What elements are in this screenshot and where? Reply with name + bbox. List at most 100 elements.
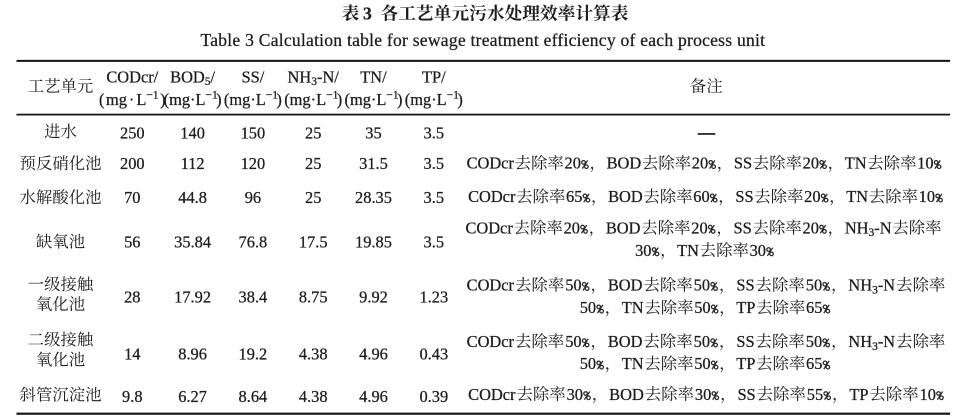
svg-text:50: 50	[694, 354, 710, 373]
svg-text:28: 28	[124, 287, 140, 306]
svg-text:140: 140	[180, 123, 205, 142]
svg-text:17.5: 17.5	[299, 232, 328, 251]
svg-text:L: L	[256, 90, 266, 109]
svg-text:BOD: BOD	[607, 154, 642, 173]
svg-text:TP: TP	[736, 298, 755, 317]
svg-text:L: L	[195, 90, 205, 109]
svg-text:): )	[397, 90, 402, 109]
svg-text:70: 70	[124, 188, 140, 207]
svg-text:55: 55	[807, 385, 823, 404]
svg-text:mg: mg	[106, 90, 127, 109]
svg-text:30: 30	[635, 241, 651, 260]
svg-text:TN: TN	[622, 354, 644, 373]
svg-text:150: 150	[241, 123, 266, 142]
svg-text:CODcr: CODcr	[467, 154, 515, 173]
svg-text:BOD: BOD	[170, 67, 205, 86]
svg-text:TN/: TN/	[360, 67, 387, 86]
svg-text:SS: SS	[735, 187, 753, 206]
svg-text:20: 20	[565, 154, 581, 173]
svg-text:·: ·	[250, 90, 255, 109]
svg-text:1.23: 1.23	[419, 287, 448, 306]
svg-text:CODcr: CODcr	[468, 187, 516, 206]
svg-text:−1: −1	[146, 90, 158, 102]
svg-text:NH: NH	[845, 218, 869, 237]
svg-text:-N: -N	[874, 218, 891, 237]
svg-text:65: 65	[806, 354, 822, 373]
svg-text:L: L	[316, 90, 326, 109]
svg-text:28.35: 28.35	[355, 188, 392, 207]
svg-text:TP: TP	[849, 385, 868, 404]
svg-text:-N: -N	[878, 276, 895, 295]
svg-text:CODcr/: CODcr/	[106, 67, 158, 86]
svg-text:(: (	[99, 90, 104, 109]
svg-text:20: 20	[564, 218, 580, 237]
svg-text:3.5: 3.5	[424, 123, 445, 142]
svg-text:3: 3	[868, 227, 874, 239]
svg-text:BOD: BOD	[608, 276, 643, 295]
svg-text:−1: −1	[266, 90, 278, 102]
svg-text:19.85: 19.85	[355, 232, 392, 251]
svg-text:120: 120	[241, 154, 266, 173]
svg-text:−1: −1	[447, 90, 459, 102]
svg-text:9.8: 9.8	[122, 387, 143, 406]
svg-text:NH: NH	[848, 276, 872, 295]
svg-text:BOD: BOD	[606, 218, 641, 237]
svg-text:SS: SS	[737, 385, 755, 404]
svg-text:BOD: BOD	[608, 332, 643, 351]
svg-text:): )	[337, 90, 342, 109]
svg-text:TN: TN	[622, 298, 644, 317]
svg-text:Table 3 Calculation table for: Table 3 Calculation table for sewage tre…	[201, 30, 766, 50]
svg-text:CODcr: CODcr	[467, 332, 515, 351]
svg-text:35: 35	[365, 123, 381, 142]
svg-text:·: ·	[311, 90, 316, 109]
svg-text:BOD: BOD	[609, 385, 644, 404]
svg-text:50: 50	[694, 298, 710, 317]
svg-text:0.39: 0.39	[419, 387, 448, 406]
svg-text:SS: SS	[734, 154, 752, 173]
svg-text:TP: TP	[736, 354, 755, 373]
svg-text:20: 20	[691, 218, 707, 237]
svg-text:20: 20	[803, 218, 819, 237]
svg-text:20: 20	[803, 154, 819, 173]
svg-text:50: 50	[694, 276, 710, 295]
svg-text:50: 50	[565, 276, 581, 295]
svg-text:50: 50	[580, 354, 596, 373]
svg-text:4.96: 4.96	[359, 387, 388, 406]
svg-text:): )	[276, 90, 281, 109]
svg-text:50: 50	[806, 276, 822, 295]
svg-text:·: ·	[190, 90, 195, 109]
svg-text:112: 112	[181, 154, 205, 173]
svg-text:44.8: 44.8	[178, 188, 207, 207]
svg-text:9.92: 9.92	[359, 287, 388, 306]
svg-text:SS/: SS/	[242, 67, 265, 86]
svg-text:): )	[160, 90, 165, 109]
svg-text:L: L	[376, 90, 386, 109]
svg-text:38.4: 38.4	[239, 287, 268, 306]
svg-text:31.5: 31.5	[359, 154, 388, 173]
svg-text:−1: −1	[386, 90, 398, 102]
svg-text:−1: −1	[326, 90, 338, 102]
svg-text:50: 50	[694, 332, 710, 351]
svg-text:20: 20	[804, 187, 820, 206]
svg-text:-N/: -N/	[317, 67, 339, 86]
svg-text:4.38: 4.38	[299, 345, 328, 364]
svg-text:(mg: (mg	[164, 90, 190, 109]
svg-text:(mg: (mg	[405, 90, 431, 109]
svg-text:6.27: 6.27	[178, 387, 207, 406]
svg-text:35.84: 35.84	[174, 232, 211, 251]
svg-text:8.64: 8.64	[239, 387, 268, 406]
svg-text:SS: SS	[736, 276, 754, 295]
svg-text:8.96: 8.96	[178, 345, 207, 364]
svg-text:CODcr: CODcr	[468, 385, 516, 404]
svg-text:0.43: 0.43	[419, 345, 448, 364]
svg-text:25: 25	[305, 154, 321, 173]
svg-text:−1: −1	[205, 90, 217, 102]
svg-text:3: 3	[872, 341, 878, 353]
svg-text:14: 14	[124, 345, 140, 364]
svg-text:3: 3	[872, 284, 878, 296]
svg-text:TP/: TP/	[422, 67, 446, 86]
svg-text:NH: NH	[848, 332, 872, 351]
svg-text:-N: -N	[878, 332, 895, 351]
svg-text:25: 25	[305, 123, 321, 142]
svg-text:(mg: (mg	[345, 90, 371, 109]
